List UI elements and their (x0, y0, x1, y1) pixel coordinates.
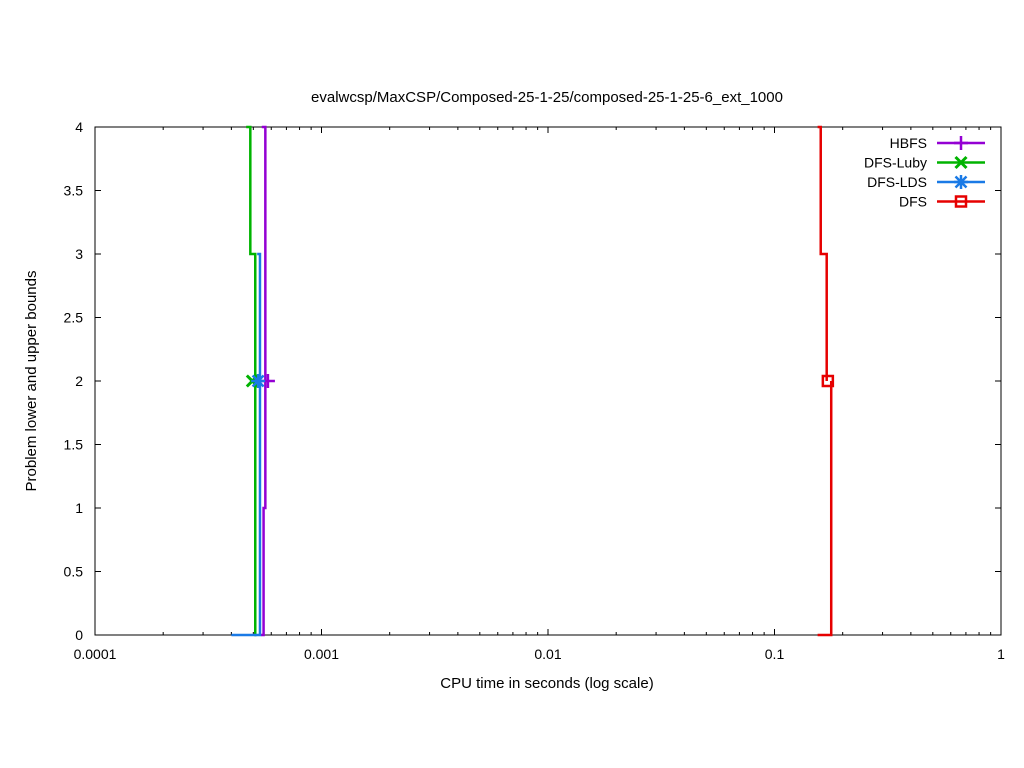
legend-label-dfs-lds: DFS-LDS (867, 174, 927, 190)
series-hbfs-lower-bound-line (260, 381, 267, 637)
series-dfs-upper-bound-line (817, 125, 828, 381)
x-tick-label: 1 (997, 646, 1005, 662)
y-tick-label: 2 (75, 373, 83, 389)
series-dfs-lds-lower-bound-line (231, 381, 262, 637)
y-tick-label: 0.5 (64, 564, 84, 580)
legend-marker-dfs (954, 195, 968, 208)
series-dfs-luby-lower-bound-line (254, 381, 257, 637)
y-tick-label: 3 (75, 246, 83, 262)
legend-label-dfs-luby: DFS-Luby (864, 155, 927, 171)
x-axis-title: CPU time in seconds (log scale) (440, 675, 653, 692)
y-tick-label: 2.5 (64, 310, 84, 326)
legend-label-dfs: DFS (899, 194, 927, 210)
y-tick-label: 3.5 (64, 183, 84, 199)
y-axis-title: Problem lower and upper bounds (23, 271, 40, 492)
series-dfs-point (821, 374, 835, 388)
axis-ticks: 0 0.5 1 1.5 2 2.5 3 3.5 4 0.0001 0.001 0.01 0.1 1 (64, 119, 1006, 662)
legend-marker-hbfs (954, 136, 968, 150)
series-hbfs-upper-bound-line (261, 125, 267, 381)
legend-label-hbfs: HBFS (890, 135, 927, 151)
series-dfs (817, 125, 835, 637)
series-dfs-lds-point (251, 374, 266, 388)
x-tick-label: 0.001 (304, 646, 339, 662)
series-dfs-lds (231, 252, 266, 637)
series-dfs-luby-upper-bound-line (246, 125, 257, 381)
x-tick-label: 0.0001 (74, 646, 117, 662)
series-lines (231, 125, 835, 637)
series-dfs-lower-bound-line (817, 381, 833, 637)
plot-frame (94, 126, 1002, 636)
chart-title: evalwcsp/MaxCSP/Composed-25-1-25/compose… (311, 89, 783, 106)
x-tick-label: 0.1 (765, 646, 785, 662)
y-tick-label: 0 (75, 627, 83, 643)
series-dfs-lds-upper-bound-line (257, 252, 262, 381)
legend-marker-dfs-lds (954, 175, 968, 189)
plot-area (94, 126, 1002, 636)
y-tick-label: 1 (75, 500, 83, 516)
y-tick-label: 1.5 (64, 437, 84, 453)
legend-marker-dfs-luby (954, 155, 968, 170)
x-tick-label: 0.01 (534, 646, 561, 662)
y-tick-label: 4 (75, 119, 83, 135)
legend: HBFS DFS-Luby DFS-LDS DFS (864, 135, 985, 210)
series-hbfs (260, 125, 275, 637)
